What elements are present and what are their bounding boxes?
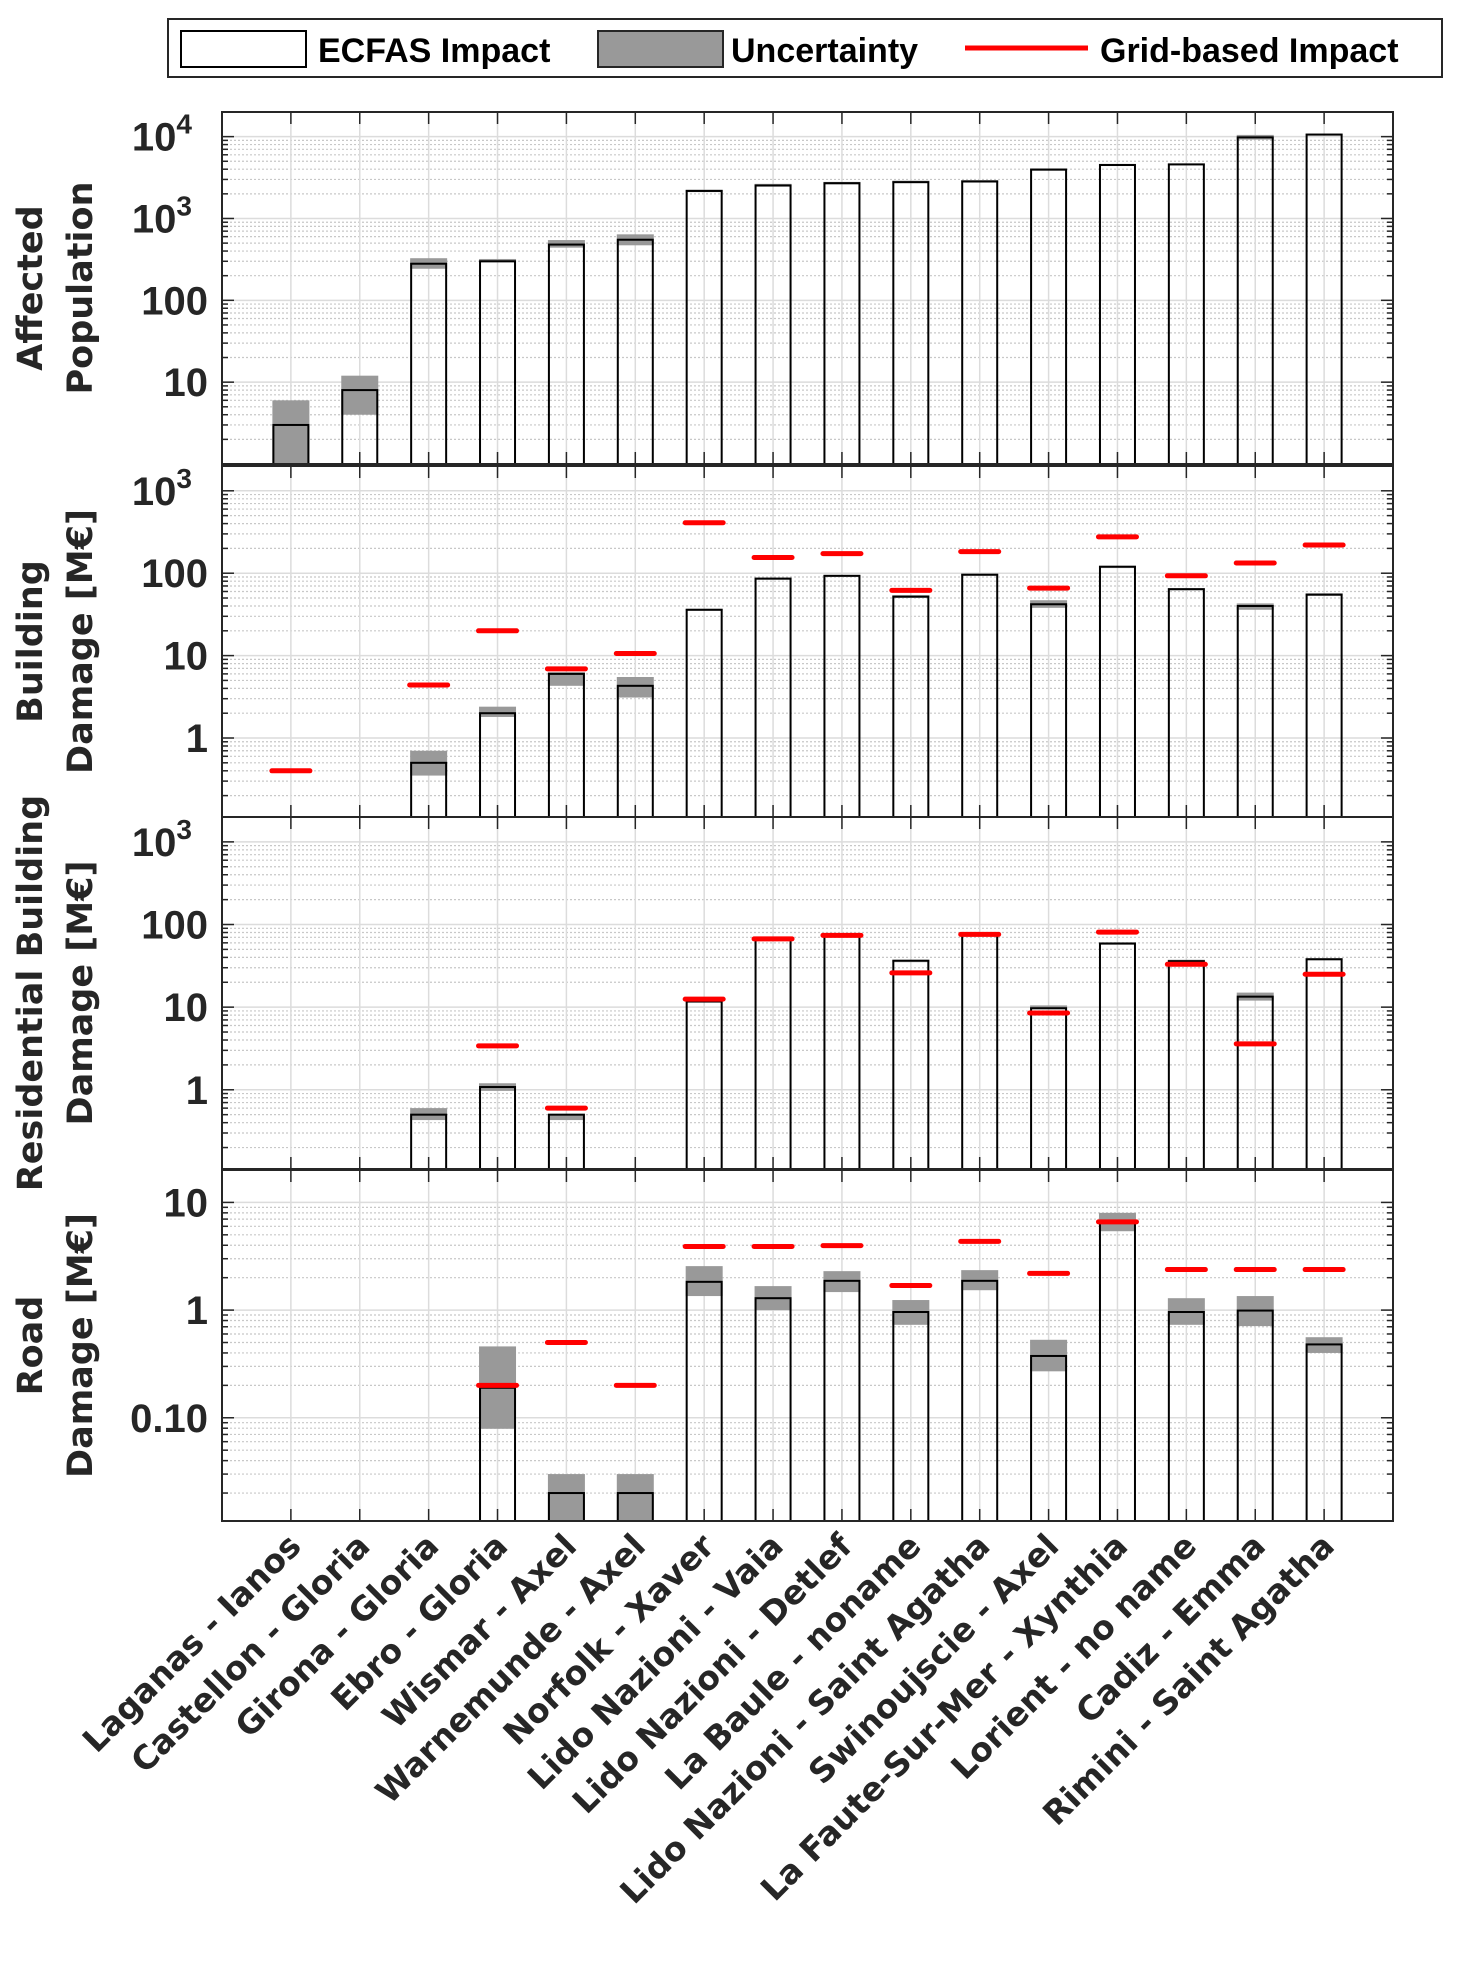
panel-3: 1 10 100 103 Residential Building Damage [M€] [11, 795, 1394, 1191]
panel-2: 1 10 100 103 Building Damage [M€] [11, 463, 1394, 819]
y-axis-title: Building [11, 560, 51, 723]
panel-4: 0.10 1 10 Road Damage [M€] [11, 1169, 1394, 1523]
legend-label-ecfas: ECFAS Impact [318, 32, 550, 70]
legend-swatch-uncertainty [597, 30, 724, 68]
y-tick-label: 103 [132, 814, 192, 865]
axes-frame [221, 111, 1394, 465]
axes-frame [221, 1169, 1394, 1522]
uncertainty-band [616, 1474, 654, 1521]
uncertainty-band [547, 1474, 585, 1521]
legend-swatch-ecfas [180, 30, 307, 68]
y-axis-title: Damage [M€] [61, 509, 101, 774]
y-axis-title: Affected [11, 205, 51, 370]
uncertainty-band [547, 672, 585, 686]
axes-frame [221, 816, 1394, 1170]
y-tick-label: 103 [132, 463, 192, 514]
legend-label-uncertainty: Uncertainty [731, 32, 918, 70]
y-tick-label: 1 [186, 1289, 208, 1333]
uncertainty-band [272, 400, 310, 464]
y-tick-label: 1 [186, 1069, 208, 1113]
uncertainty-band [479, 706, 517, 717]
y-tick-label: 10 [164, 635, 209, 679]
y-tick-label: 103 [132, 190, 192, 241]
y-tick-label: 0.10 [130, 1397, 208, 1441]
y-axis-title: Residential Building [11, 795, 51, 1191]
y-tick-label: 100 [141, 904, 208, 948]
legend-box [167, 18, 1443, 78]
y-tick-label: 10 [164, 361, 209, 405]
y-tick-label: 104 [132, 109, 193, 160]
legend-label-grid-based: Grid-based Impact [1100, 32, 1399, 70]
axes-frame [221, 465, 1394, 818]
y-axis-title: Population [61, 182, 101, 395]
uncertainty-band [547, 1114, 585, 1121]
y-tick-label: 1 [186, 717, 208, 761]
y-tick-label: 10 [164, 986, 209, 1030]
uncertainty-band [616, 677, 654, 698]
y-tick-label: 100 [141, 279, 208, 323]
legend: ECFAS Impact Uncertainty Grid-based Impa… [167, 18, 1443, 78]
uncertainty-band [341, 375, 379, 415]
y-tick-label: 10 [164, 1181, 209, 1225]
y-tick-label: 100 [141, 552, 208, 596]
y-axis-title: Road [11, 1296, 51, 1396]
panel-1: 10 100 103 104 Affected Population [11, 109, 1394, 466]
y-axis-title: Damage [M€] [61, 861, 101, 1126]
y-axis-title: Damage [M€] [61, 1213, 101, 1478]
